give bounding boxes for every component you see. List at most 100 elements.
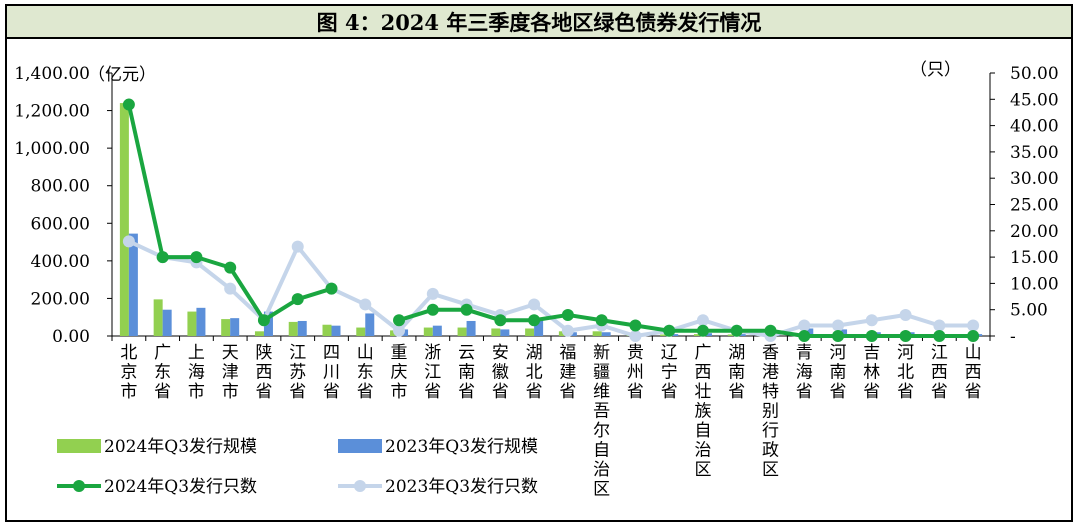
x-category-label: 北京市	[120, 343, 137, 402]
point-2024	[494, 314, 507, 327]
point-2024	[224, 261, 237, 274]
bar-2023	[736, 334, 746, 336]
point-2023	[426, 287, 439, 300]
bar-2023	[500, 329, 510, 336]
point-2024	[696, 324, 709, 337]
legend-label-2024: 2024年Q3发行只数	[104, 477, 257, 497]
point-2024	[933, 330, 946, 342]
x-category-label: 河北省	[897, 343, 914, 402]
bar-2024	[187, 311, 197, 336]
bar-2024	[356, 327, 366, 336]
x-category-label: 安徽省	[492, 343, 509, 402]
left-tick-label: 1,000.00	[14, 139, 90, 159]
bar-2023	[196, 307, 206, 336]
x-category-label: 浙江省	[424, 343, 441, 402]
x-category-label: 江苏省	[289, 343, 306, 402]
x-category-label: 四川省	[323, 343, 340, 402]
point-2023	[899, 308, 912, 321]
bar-2023	[466, 320, 476, 336]
x-category-label: 湖北省	[526, 343, 543, 402]
left-tick-label: 0.00	[52, 327, 90, 347]
left-tick-label: 600.00	[31, 214, 90, 234]
point-2023	[865, 314, 878, 327]
bar-2024	[119, 103, 129, 336]
point-2023	[629, 330, 642, 342]
bar-2024	[153, 299, 163, 336]
bar-2023	[534, 318, 544, 336]
x-category-label: 山东省	[357, 343, 374, 402]
x-category-label: 云南省	[458, 343, 475, 402]
line-2023-path	[128, 239, 974, 338]
point-2023	[832, 319, 845, 332]
point-2024	[122, 98, 135, 111]
x-category-label: 河南省	[830, 343, 847, 402]
point-2023	[291, 240, 304, 253]
point-2024	[561, 308, 574, 321]
point-2023	[359, 298, 372, 311]
bar-2024	[221, 319, 231, 336]
x-category-label: 香港特别行政区	[762, 343, 779, 480]
legend-swatch-bar-2024	[57, 439, 101, 453]
legend-label-2023: 2023年Q3发行只数	[385, 477, 538, 497]
left-tick-label: 400.00	[31, 252, 90, 272]
point-2024	[190, 251, 203, 264]
right-tick-label: 50.00	[1010, 64, 1059, 84]
x-category-label: 青海省	[796, 343, 813, 402]
point-2024	[156, 251, 169, 264]
point-2023	[393, 324, 406, 337]
left-tick-label: 1,400.00	[14, 64, 90, 84]
x-category-label: 湖南省	[728, 343, 745, 402]
right-tick-label: 5.00	[1010, 301, 1048, 321]
x-category-label: 天津市	[222, 343, 239, 402]
line-2024-path	[398, 307, 974, 338]
x-category-label: 广西壮族自治区	[694, 343, 711, 480]
bar-2023	[331, 325, 341, 336]
point-2024	[393, 314, 406, 327]
point-2024	[798, 330, 811, 342]
x-category-label: 辽宁省	[661, 343, 678, 402]
chart-frame: 图 4：2024 年三季度各地区绿色债券发行情况	[5, 4, 1073, 522]
point-2024	[764, 324, 777, 337]
x-category-label: 上海市	[188, 343, 205, 402]
point-2023	[561, 324, 574, 337]
right-tick-label: 40.00	[1010, 117, 1059, 137]
bar-2024	[660, 334, 670, 336]
point-2024	[663, 324, 676, 337]
right-tick-label: 10.00	[1010, 274, 1059, 294]
legend-label-2024: 2024年Q3发行规模	[104, 437, 257, 457]
bar-2024	[423, 327, 433, 336]
right-axis-unit: （只）	[910, 60, 961, 80]
bar-2024	[592, 331, 602, 336]
bar-2024	[254, 331, 264, 336]
x-category-label: 福建省	[559, 343, 576, 402]
bar-2024	[322, 324, 332, 336]
point-2023	[933, 319, 946, 332]
bar-2023	[297, 320, 307, 336]
bar-2024	[457, 327, 467, 336]
bar-2023	[230, 318, 240, 336]
x-category-label: 山西省	[965, 343, 982, 402]
point-2023	[696, 314, 709, 327]
point-2024	[325, 282, 338, 295]
bar-2024	[491, 328, 501, 336]
x-category-label: 陕西省	[255, 343, 272, 402]
x-category-label: 贵州省	[627, 343, 644, 402]
point-2024	[730, 324, 743, 337]
legend-swatch-marker-2024	[73, 480, 85, 492]
point-2023	[798, 319, 811, 332]
point-2024	[832, 330, 845, 342]
bar-2023	[669, 334, 679, 336]
bar-2024	[693, 334, 703, 336]
bar-2023	[432, 325, 442, 336]
x-category-label: 江西省	[931, 343, 948, 402]
point-2023	[528, 298, 541, 311]
right-tick-label: 20.00	[1010, 222, 1059, 242]
point-2023	[122, 235, 135, 248]
right-tick-label: -	[1010, 327, 1016, 347]
x-category-label: 重庆市	[391, 343, 408, 402]
chart-title: 图 4：2024 年三季度各地区绿色债券发行情况	[7, 6, 1071, 39]
point-2024	[629, 319, 642, 332]
point-2024	[967, 330, 980, 342]
point-2024	[899, 330, 912, 342]
